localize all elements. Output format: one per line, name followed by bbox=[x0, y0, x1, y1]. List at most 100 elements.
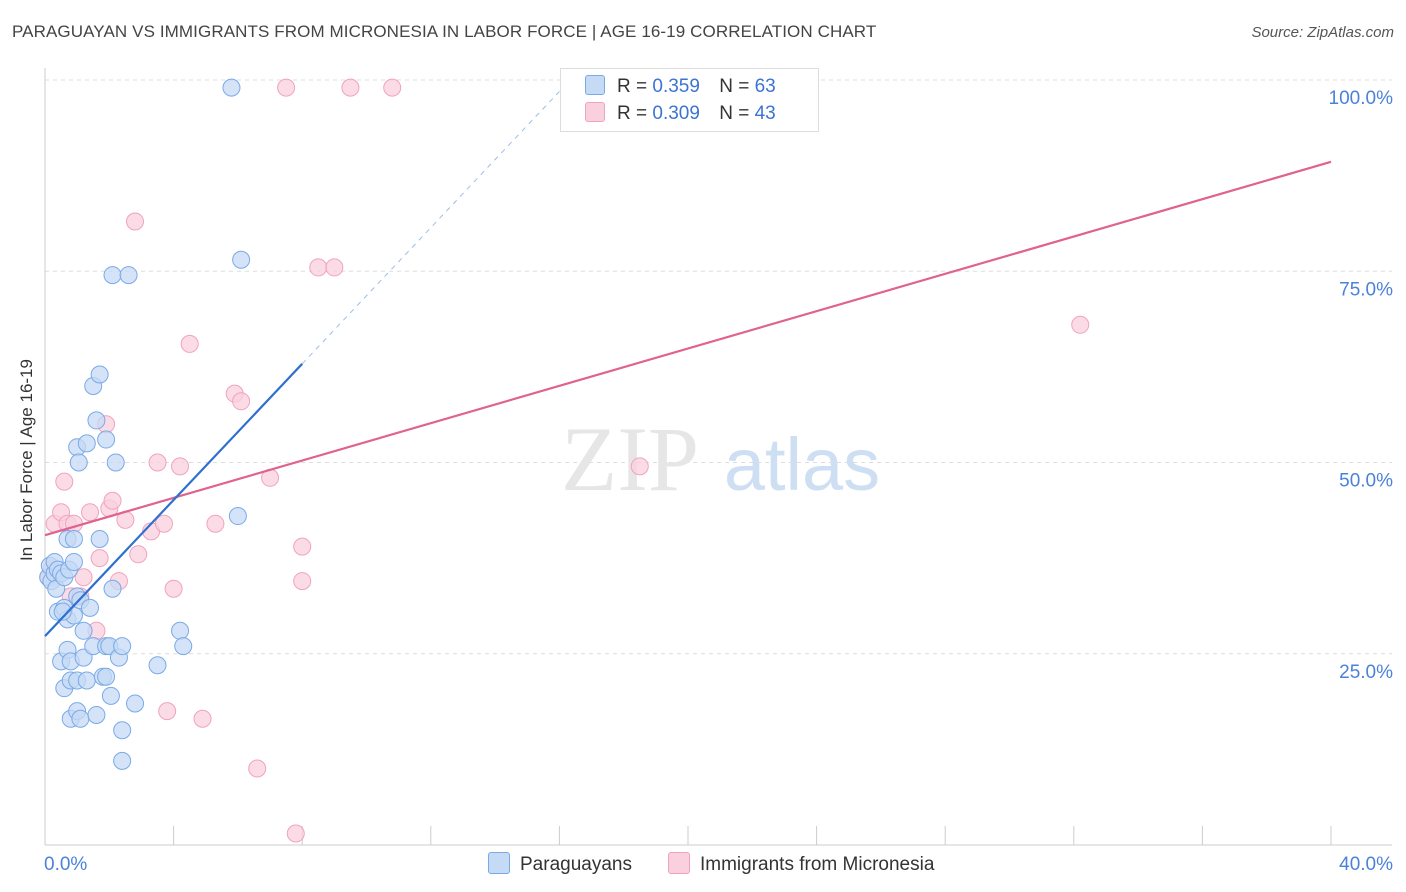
chart-title: PARAGUAYAN VS IMMIGRANTS FROM MICRONESIA… bbox=[12, 22, 877, 41]
micronesia-point bbox=[171, 457, 190, 476]
paraguayans-point bbox=[106, 453, 125, 472]
micronesia-point bbox=[309, 258, 328, 277]
paraguayans-point bbox=[64, 552, 83, 571]
paraguayans-point bbox=[53, 602, 72, 621]
micronesia-point bbox=[383, 78, 402, 97]
paraguayans-point bbox=[171, 621, 190, 640]
paraguayans-point bbox=[69, 453, 88, 472]
tick-labels: 25.0% 50.0% 75.0% 100.0% 0.0% 40.0% bbox=[44, 88, 1393, 875]
legend-n-label: N = bbox=[719, 103, 750, 124]
paraguayans-point bbox=[64, 530, 83, 548]
y-tick-label: 75.0% bbox=[1339, 279, 1393, 300]
watermark: ZIP atlas bbox=[561, 408, 880, 510]
paraguayans-point bbox=[222, 78, 241, 97]
x-tick-label: 40.0% bbox=[1339, 854, 1393, 875]
micronesia-point bbox=[277, 78, 296, 97]
legend-n-value-paraguayans: 63 bbox=[754, 76, 776, 97]
paraguayans-point bbox=[90, 365, 109, 384]
watermark-zip: ZIP bbox=[561, 408, 699, 510]
bottom-legend-label-micronesia: Immigrants from Micronesia bbox=[700, 854, 935, 875]
paraguayans-point bbox=[87, 411, 106, 430]
micronesia-point bbox=[630, 457, 649, 476]
micronesia-point bbox=[232, 392, 251, 411]
micronesia-point bbox=[148, 453, 167, 472]
bottom-legend-micronesia: Immigrants from Micronesia bbox=[668, 852, 934, 876]
micronesia-points bbox=[39, 78, 1090, 843]
micronesia-point bbox=[286, 824, 305, 843]
paraguayans-point bbox=[113, 721, 132, 740]
micronesia-point bbox=[325, 258, 344, 277]
micronesia-point bbox=[74, 568, 93, 587]
micronesia-point bbox=[293, 572, 312, 591]
correlation-legend: R = 0.359 N = 63 R = 0.309 N = 43 bbox=[560, 68, 819, 132]
bottom-legend-label-paraguayans: Paraguayans bbox=[520, 854, 632, 875]
micronesia-point bbox=[90, 549, 109, 568]
paraguayans-trend-line bbox=[44, 363, 303, 637]
paraguayans-point bbox=[101, 686, 120, 705]
paraguayans-point bbox=[174, 637, 193, 656]
paraguayans-point bbox=[232, 250, 251, 269]
paraguayans-point bbox=[113, 751, 132, 770]
paraguayans-point bbox=[103, 266, 122, 285]
paraguayans-point bbox=[77, 671, 96, 690]
legend-n-value-micronesia: 43 bbox=[754, 103, 776, 124]
paraguayans-points bbox=[39, 78, 251, 770]
paraguayans-point bbox=[71, 709, 90, 728]
watermark-atlas: atlas bbox=[724, 423, 880, 506]
micronesia-point bbox=[126, 212, 145, 231]
paraguayans-point bbox=[90, 530, 109, 548]
legend-r-value-micronesia: 0.309 bbox=[652, 103, 700, 124]
y-tick-label: 50.0% bbox=[1339, 471, 1393, 492]
source-label: Source: ZipAtlas.com bbox=[1251, 24, 1394, 41]
trend-lines bbox=[44, 91, 1332, 637]
micronesia-point bbox=[154, 514, 173, 533]
y-axis-label: In Labor Force | Age 16-19 bbox=[17, 359, 36, 561]
micronesia-point bbox=[55, 472, 74, 491]
micronesia-point bbox=[206, 514, 225, 533]
micronesia-point bbox=[248, 759, 267, 778]
micronesia-point bbox=[64, 514, 83, 533]
micronesia-point bbox=[81, 503, 100, 522]
legend-r-value-paraguayans: 0.359 bbox=[652, 76, 700, 97]
bottom-legend-paraguayans: Paraguayans bbox=[488, 852, 632, 876]
axes bbox=[44, 68, 1392, 846]
paraguayans-point bbox=[74, 648, 93, 667]
micronesia-point bbox=[129, 545, 148, 564]
paraguayans-point bbox=[74, 621, 93, 640]
legend-swatch-paraguayans bbox=[585, 75, 605, 95]
micronesia-point bbox=[158, 702, 177, 721]
paraguayans-point bbox=[97, 430, 116, 449]
x-tick-label: 0.0% bbox=[44, 854, 87, 875]
micronesia-point bbox=[293, 537, 312, 556]
micronesia-point bbox=[164, 579, 183, 598]
legend-row-paraguayans: R = 0.359 N = 63 bbox=[585, 75, 776, 99]
y-tick-label: 100.0% bbox=[1329, 88, 1394, 109]
legend-r-label: R = bbox=[617, 76, 648, 97]
micronesia-point bbox=[1071, 315, 1090, 334]
paraguayans-point bbox=[97, 667, 116, 686]
paraguayans-point bbox=[87, 705, 106, 724]
micronesia-point bbox=[341, 78, 360, 97]
y-tick-label: 25.0% bbox=[1339, 662, 1393, 683]
bottom-legend-swatch-paraguayans bbox=[488, 852, 510, 874]
paraguayans-point bbox=[148, 656, 167, 675]
paraguayans-trend-extension bbox=[301, 91, 560, 365]
micronesia-point bbox=[103, 491, 122, 510]
paraguayans-point bbox=[228, 507, 247, 526]
legend-r-label: R = bbox=[617, 103, 648, 124]
grid-lines bbox=[45, 79, 1392, 655]
legend-swatch-micronesia bbox=[585, 102, 605, 122]
paraguayans-point bbox=[113, 637, 132, 656]
micronesia-trend-line bbox=[44, 160, 1332, 537]
micronesia-point bbox=[193, 709, 212, 728]
paraguayans-point bbox=[103, 579, 122, 598]
legend-n-label: N = bbox=[719, 76, 750, 97]
legend-row-micronesia: R = 0.309 N = 43 bbox=[585, 102, 776, 126]
paraguayans-point bbox=[119, 266, 138, 285]
paraguayans-point bbox=[81, 598, 100, 617]
bottom-legend-swatch-micronesia bbox=[668, 852, 690, 874]
micronesia-point bbox=[180, 334, 199, 353]
paraguayans-point bbox=[126, 694, 145, 713]
paraguayans-point bbox=[77, 434, 96, 453]
